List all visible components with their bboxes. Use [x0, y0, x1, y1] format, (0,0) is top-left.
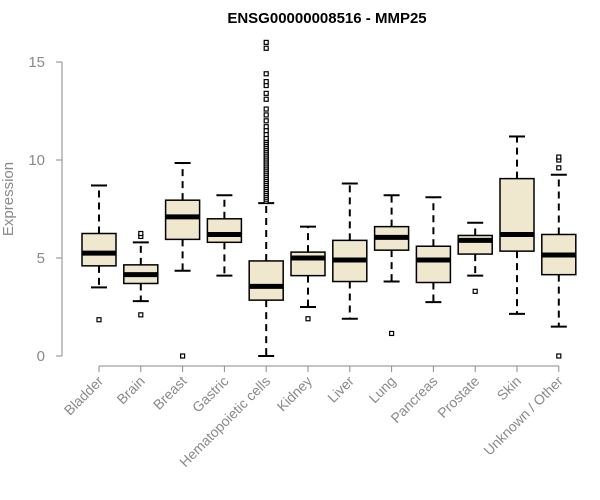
outlier-point: [556, 165, 562, 171]
outlier-point: [263, 71, 269, 77]
outlier-point: [556, 353, 562, 359]
outlier-point: [180, 353, 186, 359]
chart-title: ENSG00000008516 - MMP25: [227, 10, 426, 27]
outlier-point: [472, 288, 478, 294]
box-series: [81, 39, 577, 359]
outlier-point: [389, 330, 395, 337]
x-tick-label: Prostate: [434, 373, 482, 421]
x-tick-label: Bladder: [61, 373, 107, 419]
box-iqr: [415, 245, 452, 284]
x-tick-label: Brain: [113, 373, 147, 407]
box-iqr: [248, 260, 284, 301]
y-tick-label: 0: [37, 348, 45, 365]
box-iqr: [499, 177, 535, 252]
box-group: [81, 184, 117, 323]
box-group: [541, 154, 577, 359]
box-iqr: [164, 199, 201, 241]
box-group: [332, 182, 368, 320]
outlier-point: [96, 317, 102, 323]
outlier-point: [263, 112, 269, 118]
x-tick-label: Unknown / Other: [480, 373, 566, 459]
outlier-point: [556, 154, 562, 160]
box-group: [499, 135, 535, 315]
y-axis: 0 5 10 15: [28, 54, 63, 365]
box-group: [248, 39, 284, 357]
box-group: [123, 230, 159, 318]
box-group: [164, 161, 201, 359]
outlier-point: [263, 96, 269, 102]
outlier-point: [263, 124, 269, 130]
outlier-point: [138, 312, 144, 318]
x-tick-label: Kidney: [274, 373, 316, 415]
outlier-point: [263, 45, 269, 51]
box-iqr: [81, 232, 117, 267]
box-iqr: [206, 218, 243, 244]
box-group: [290, 225, 326, 322]
x-tick-label: Lung: [365, 373, 398, 406]
x-tick-label: Skin: [494, 373, 525, 404]
box-group: [415, 196, 452, 304]
y-tick-label: 5: [37, 250, 45, 267]
y-axis-label: Expression: [0, 162, 17, 236]
outlier-point: [263, 90, 269, 96]
outlier-point: [263, 78, 269, 85]
y-tick-label: 15: [28, 54, 45, 71]
box-group: [373, 194, 410, 337]
x-tick-label: Breast: [150, 373, 190, 413]
outlier-point: [263, 118, 269, 124]
outlier-point: [263, 106, 269, 112]
outlier-point: [305, 316, 311, 322]
box-group: [457, 221, 493, 294]
x-tick-label: Liver: [324, 373, 357, 406]
outlier-point: [263, 39, 269, 46]
box-group: [206, 194, 243, 277]
outlier-point: [138, 230, 144, 237]
y-tick-label: 10: [28, 152, 45, 169]
